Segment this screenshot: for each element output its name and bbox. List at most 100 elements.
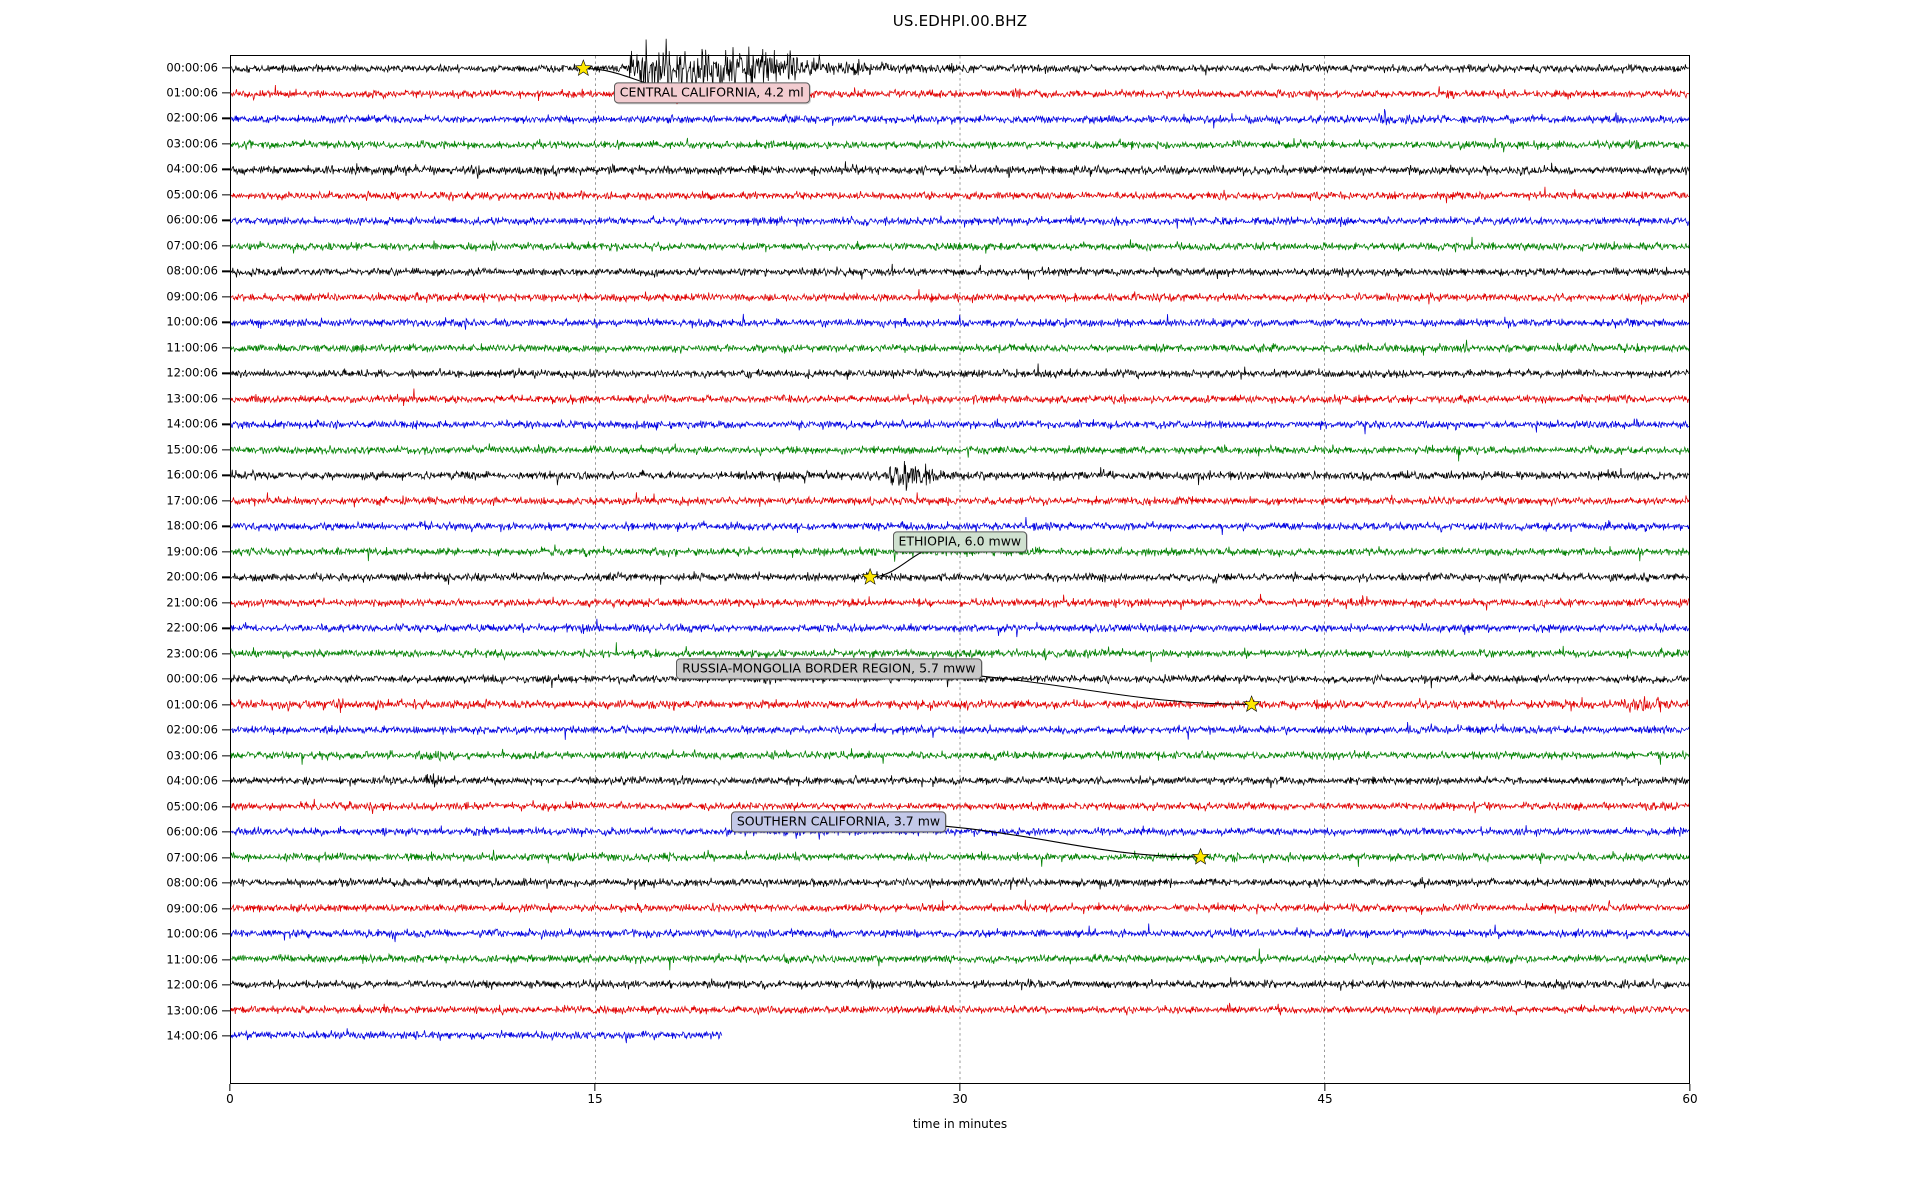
- y-tick-mark: [222, 66, 230, 69]
- y-tick-label: 20:00:06: [166, 569, 218, 584]
- y-tick-label: 21:00:06: [166, 594, 218, 609]
- trace-11-00-06: [230, 339, 1690, 356]
- y-tick-mark: [222, 194, 230, 196]
- trace-19-00-06: [230, 544, 1690, 562]
- trace-08-00-06: [230, 263, 1690, 280]
- y-tick-mark: [222, 551, 230, 553]
- seismic-traces: [230, 38, 1690, 1044]
- grid-lines: [595, 56, 1325, 1083]
- y-tick-mark: [222, 576, 230, 578]
- y-tick-mark: [222, 117, 230, 120]
- trace-05-00-06: [230, 186, 1690, 204]
- y-tick-label: 18:00:06: [166, 518, 218, 533]
- y-tick-mark: [222, 245, 230, 247]
- trace-14-00-06: [230, 418, 1690, 435]
- y-tick-mark: [222, 500, 230, 502]
- trace-15-00-06: [230, 443, 1690, 462]
- x-tick-label: 0: [226, 1092, 234, 1106]
- event-annotation-southern-california[interactable]: SOUTHERN CALIFORNIA, 3.7 mw: [730, 811, 947, 833]
- event-star-icon: [861, 567, 879, 585]
- y-tick-label: 14:00:06: [166, 416, 218, 431]
- y-tick-label: 10:00:06: [166, 926, 218, 941]
- y-tick-label: 11:00:06: [166, 340, 218, 355]
- y-tick-mark: [222, 1009, 230, 1012]
- y-tick-mark: [222, 449, 230, 451]
- trace-07-00-06: [230, 236, 1690, 254]
- y-tick-label: 06:00:06: [166, 824, 218, 839]
- y-tick-label: 15:00:06: [166, 442, 218, 457]
- y-tick-mark: [222, 321, 230, 324]
- event-annotation-ethiopia[interactable]: ETHIOPIA, 6.0 mww: [892, 530, 1028, 553]
- y-tick-mark: [222, 780, 230, 782]
- y-tick-label: 17:00:06: [166, 493, 218, 508]
- trace-10-00-06: [230, 923, 1690, 943]
- trace-12-00-06: [230, 363, 1690, 380]
- trace-04-00-06: [230, 161, 1690, 179]
- y-tick-label: 07:00:06: [166, 849, 218, 864]
- y-tick-label: 10:00:06: [166, 314, 218, 329]
- y-tick-label: 11:00:06: [166, 951, 218, 966]
- y-tick-label: 00:00:06: [166, 59, 218, 74]
- y-tick-label: 07:00:06: [166, 238, 218, 253]
- y-tick-label: 01:00:06: [166, 85, 218, 100]
- y-tick-label: 01:00:06: [166, 696, 218, 711]
- y-tick-mark: [222, 933, 230, 935]
- trace-09-00-06: [230, 289, 1690, 305]
- trace-14-00-06: [230, 1028, 723, 1044]
- y-tick-mark: [222, 907, 230, 910]
- y-tick-label: 09:00:06: [166, 289, 218, 304]
- x-tick-label: 15: [587, 1092, 603, 1106]
- trace-08-00-06: [230, 876, 1690, 890]
- trace-00-00-06: [230, 38, 1690, 98]
- trace-01-00-06: [230, 696, 1690, 713]
- y-tick-label: 13:00:06: [166, 1002, 218, 1017]
- y-tick-mark: [222, 398, 230, 400]
- x-tick-label: 60: [1682, 1092, 1698, 1106]
- y-tick-mark: [222, 219, 230, 222]
- y-tick-label: 06:00:06: [166, 212, 218, 227]
- trace-02-00-06: [230, 722, 1690, 740]
- trace-01-00-06: [230, 83, 1690, 105]
- y-tick-label: 02:00:06: [166, 722, 218, 737]
- y-tick-mark: [222, 627, 230, 629]
- y-tick-label: 09:00:06: [166, 900, 218, 915]
- y-tick-label: 03:00:06: [166, 747, 218, 762]
- trace-22-00-06: [230, 618, 1690, 638]
- trace-06-00-06: [230, 215, 1690, 229]
- trace-05-00-06: [230, 798, 1690, 814]
- event-annotation-central-california[interactable]: CENTRAL CALIFORNIA, 4.2 ml: [613, 82, 810, 104]
- x-tick-label: 30: [952, 1092, 968, 1106]
- y-tick-label: 12:00:06: [166, 365, 218, 380]
- x-tick-mark: [959, 1084, 961, 1091]
- y-tick-mark: [222, 143, 230, 145]
- trace-11-00-06: [230, 948, 1690, 971]
- y-tick-mark: [222, 856, 230, 859]
- x-tick-label: 45: [1317, 1092, 1333, 1106]
- y-tick-label: 13:00:06: [166, 391, 218, 406]
- y-tick-label: 14:00:06: [166, 1028, 218, 1043]
- trace-16-00-06: [230, 460, 1690, 491]
- trace-03-00-06: [230, 748, 1690, 765]
- y-tick-label: 03:00:06: [166, 136, 218, 151]
- y-tick-mark: [222, 270, 230, 273]
- trace-02-00-06: [230, 109, 1690, 129]
- y-tick-label: 04:00:06: [166, 161, 218, 176]
- y-tick-mark: [222, 831, 230, 833]
- trace-09-00-06: [230, 899, 1690, 915]
- y-tick-mark: [222, 372, 230, 374]
- y-tick-mark: [222, 754, 230, 757]
- plot-axes: [230, 38, 1690, 1084]
- y-tick-mark: [222, 347, 230, 349]
- y-tick-label: 22:00:06: [166, 620, 218, 635]
- trace-17-00-06: [230, 492, 1690, 508]
- x-tick-mark: [594, 1084, 596, 1091]
- y-tick-label: 08:00:06: [166, 263, 218, 278]
- y-tick-mark: [222, 525, 230, 527]
- event-star-icon: [574, 59, 593, 77]
- y-tick-label: 08:00:06: [166, 875, 218, 890]
- event-annotation-russia-mongolia[interactable]: RUSSIA-MONGOLIA BORDER REGION, 5.7 mww: [676, 658, 982, 680]
- trace-23-00-06: [230, 642, 1690, 663]
- x-axis-label: time in minutes: [912, 1117, 1008, 1131]
- y-tick-mark: [222, 474, 230, 476]
